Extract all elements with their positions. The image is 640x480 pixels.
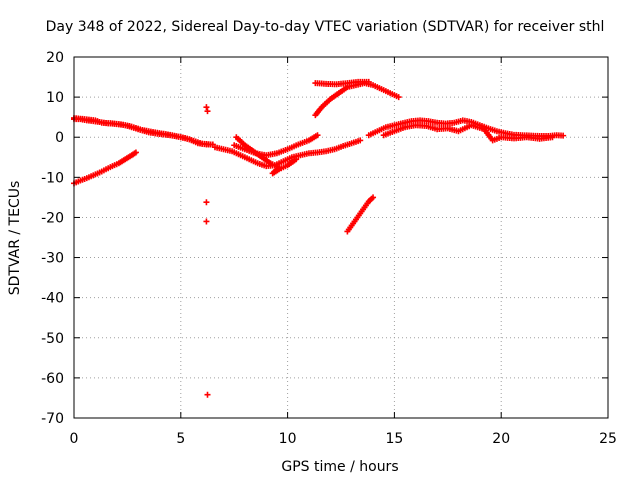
axis-ticks (73, 56, 609, 419)
x-tick-label: 5 (176, 431, 185, 447)
y-tick-label: -40 (41, 291, 64, 307)
x-tick-label: 0 (70, 431, 79, 447)
y-tick-label: -30 (41, 251, 64, 267)
data-point (204, 391, 211, 398)
data-point (203, 218, 210, 225)
x-tick-label: 15 (385, 431, 403, 447)
y-tick-label: -10 (41, 170, 64, 186)
y-tick-label: 10 (46, 90, 64, 106)
tick-labels: 0 5 10 15 20 25 20 10 0 -10 -20 -30 -40 -50 -60 -70 (41, 50, 617, 447)
data-point (395, 94, 402, 101)
y-tick-label: 0 (55, 130, 64, 146)
x-tick-label: 10 (279, 431, 297, 447)
data-point (203, 104, 210, 111)
y-tick-label: 20 (46, 50, 64, 66)
data-point (560, 132, 567, 139)
x-axis-label: GPS time / hours (281, 459, 398, 475)
y-tick-label: -60 (41, 371, 64, 387)
y-tick-label: -70 (41, 411, 64, 427)
data-point (132, 149, 139, 156)
data-point (357, 137, 364, 144)
data-point (370, 194, 377, 201)
data-point (365, 78, 372, 85)
y-tick-label: -20 (41, 210, 64, 226)
data-points (71, 78, 567, 398)
x-tick-label: 25 (599, 431, 617, 447)
data-point (207, 141, 214, 148)
data-point (204, 108, 211, 115)
y-tick-label: -50 (41, 331, 64, 347)
grid-lines (74, 57, 608, 418)
plot-frame (73, 56, 609, 419)
data-point (293, 156, 300, 163)
data-point (314, 132, 321, 139)
data-point (203, 199, 210, 206)
y-axis-label: SDTVAR / TECUs (7, 181, 23, 296)
x-tick-label: 20 (492, 431, 510, 447)
chart-title: Day 348 of 2022, Sidereal Day-to-day VTE… (46, 19, 605, 35)
data-point (549, 134, 556, 141)
